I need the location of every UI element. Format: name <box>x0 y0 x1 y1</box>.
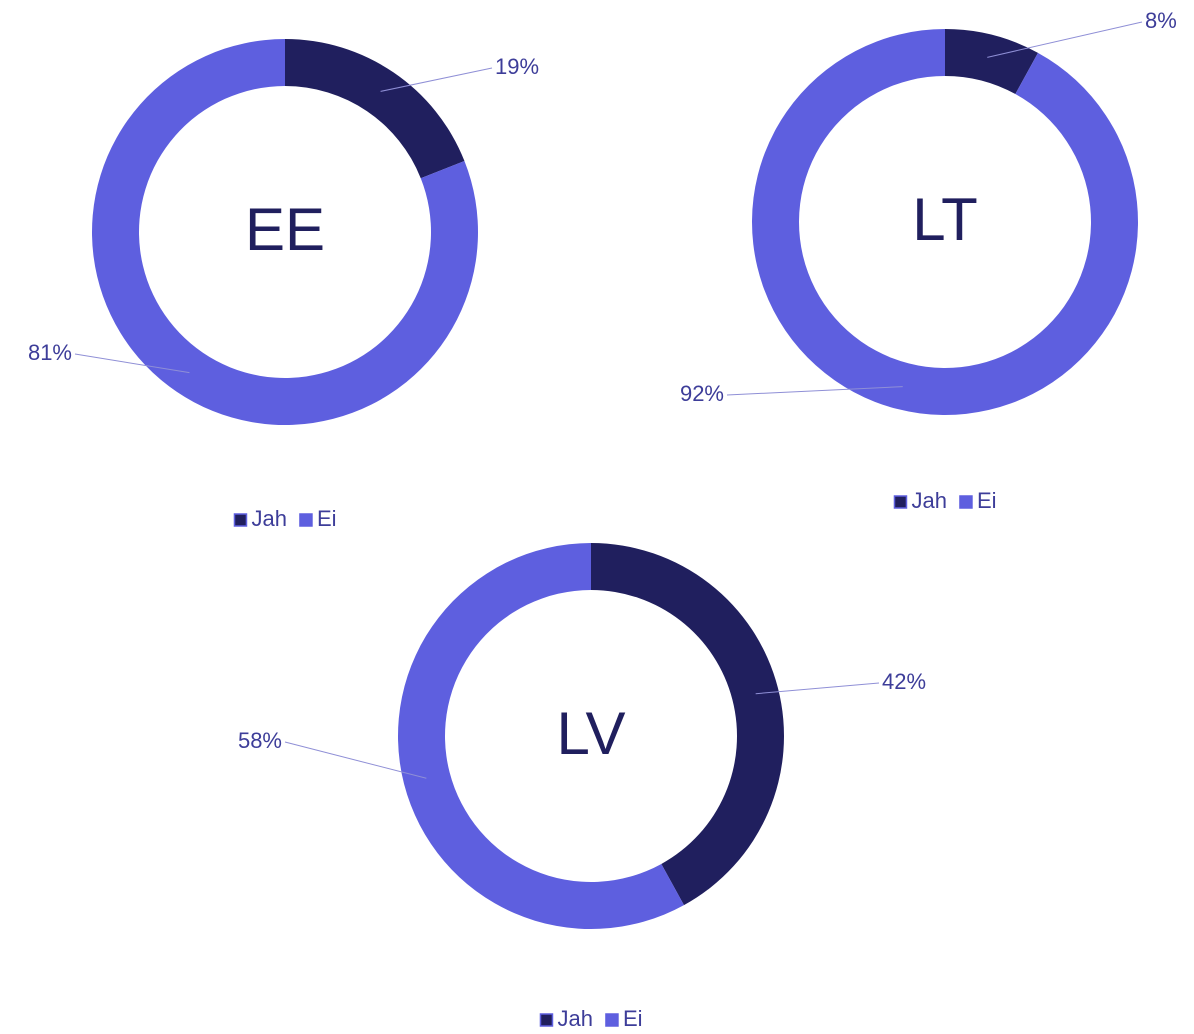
value-label: 19% <box>495 54 539 79</box>
legend-swatch <box>959 495 973 509</box>
legend: Jah Ei <box>233 506 337 531</box>
legend-swatch <box>893 495 908 509</box>
leader-line <box>74 353 190 374</box>
legend-text: Jah <box>557 1006 592 1031</box>
leader-line <box>987 21 1143 58</box>
center-label: EE <box>245 196 325 263</box>
legend-text: Ei <box>977 488 997 513</box>
donut-segment <box>398 543 684 929</box>
value-label: 42% <box>882 669 926 694</box>
center-label: LV <box>557 700 626 767</box>
value-label: 81% <box>28 340 72 365</box>
donut-chart: 19% 81% EE Jah Ei <box>28 39 539 531</box>
value-label: 58% <box>238 728 282 753</box>
donut-segment <box>945 29 1038 95</box>
center-label: LT <box>912 186 978 253</box>
value-label: 8% <box>1145 8 1177 33</box>
legend-swatch <box>605 1013 619 1027</box>
leader-line <box>755 682 880 695</box>
legend-text: Jah <box>251 506 286 531</box>
legend: Jah Ei <box>539 1006 643 1031</box>
donut-chart: 8% 92% LT Jah Ei <box>680 8 1177 513</box>
legend-swatch <box>233 513 248 527</box>
legend-swatch <box>539 1013 554 1027</box>
value-label: 92% <box>680 381 724 406</box>
donut-segment <box>591 543 785 906</box>
legend: Jah Ei <box>893 488 997 513</box>
leader-line <box>726 386 903 396</box>
legend-text: Jah <box>911 488 946 513</box>
donut-segment <box>285 39 465 179</box>
leader-line <box>284 741 427 779</box>
legend-text: Ei <box>317 506 337 531</box>
legend-text: Ei <box>623 1006 643 1031</box>
leader-line <box>380 67 493 92</box>
donut-chart: 42% 58% LV Jah Ei <box>238 543 926 1031</box>
legend-swatch <box>299 513 313 527</box>
